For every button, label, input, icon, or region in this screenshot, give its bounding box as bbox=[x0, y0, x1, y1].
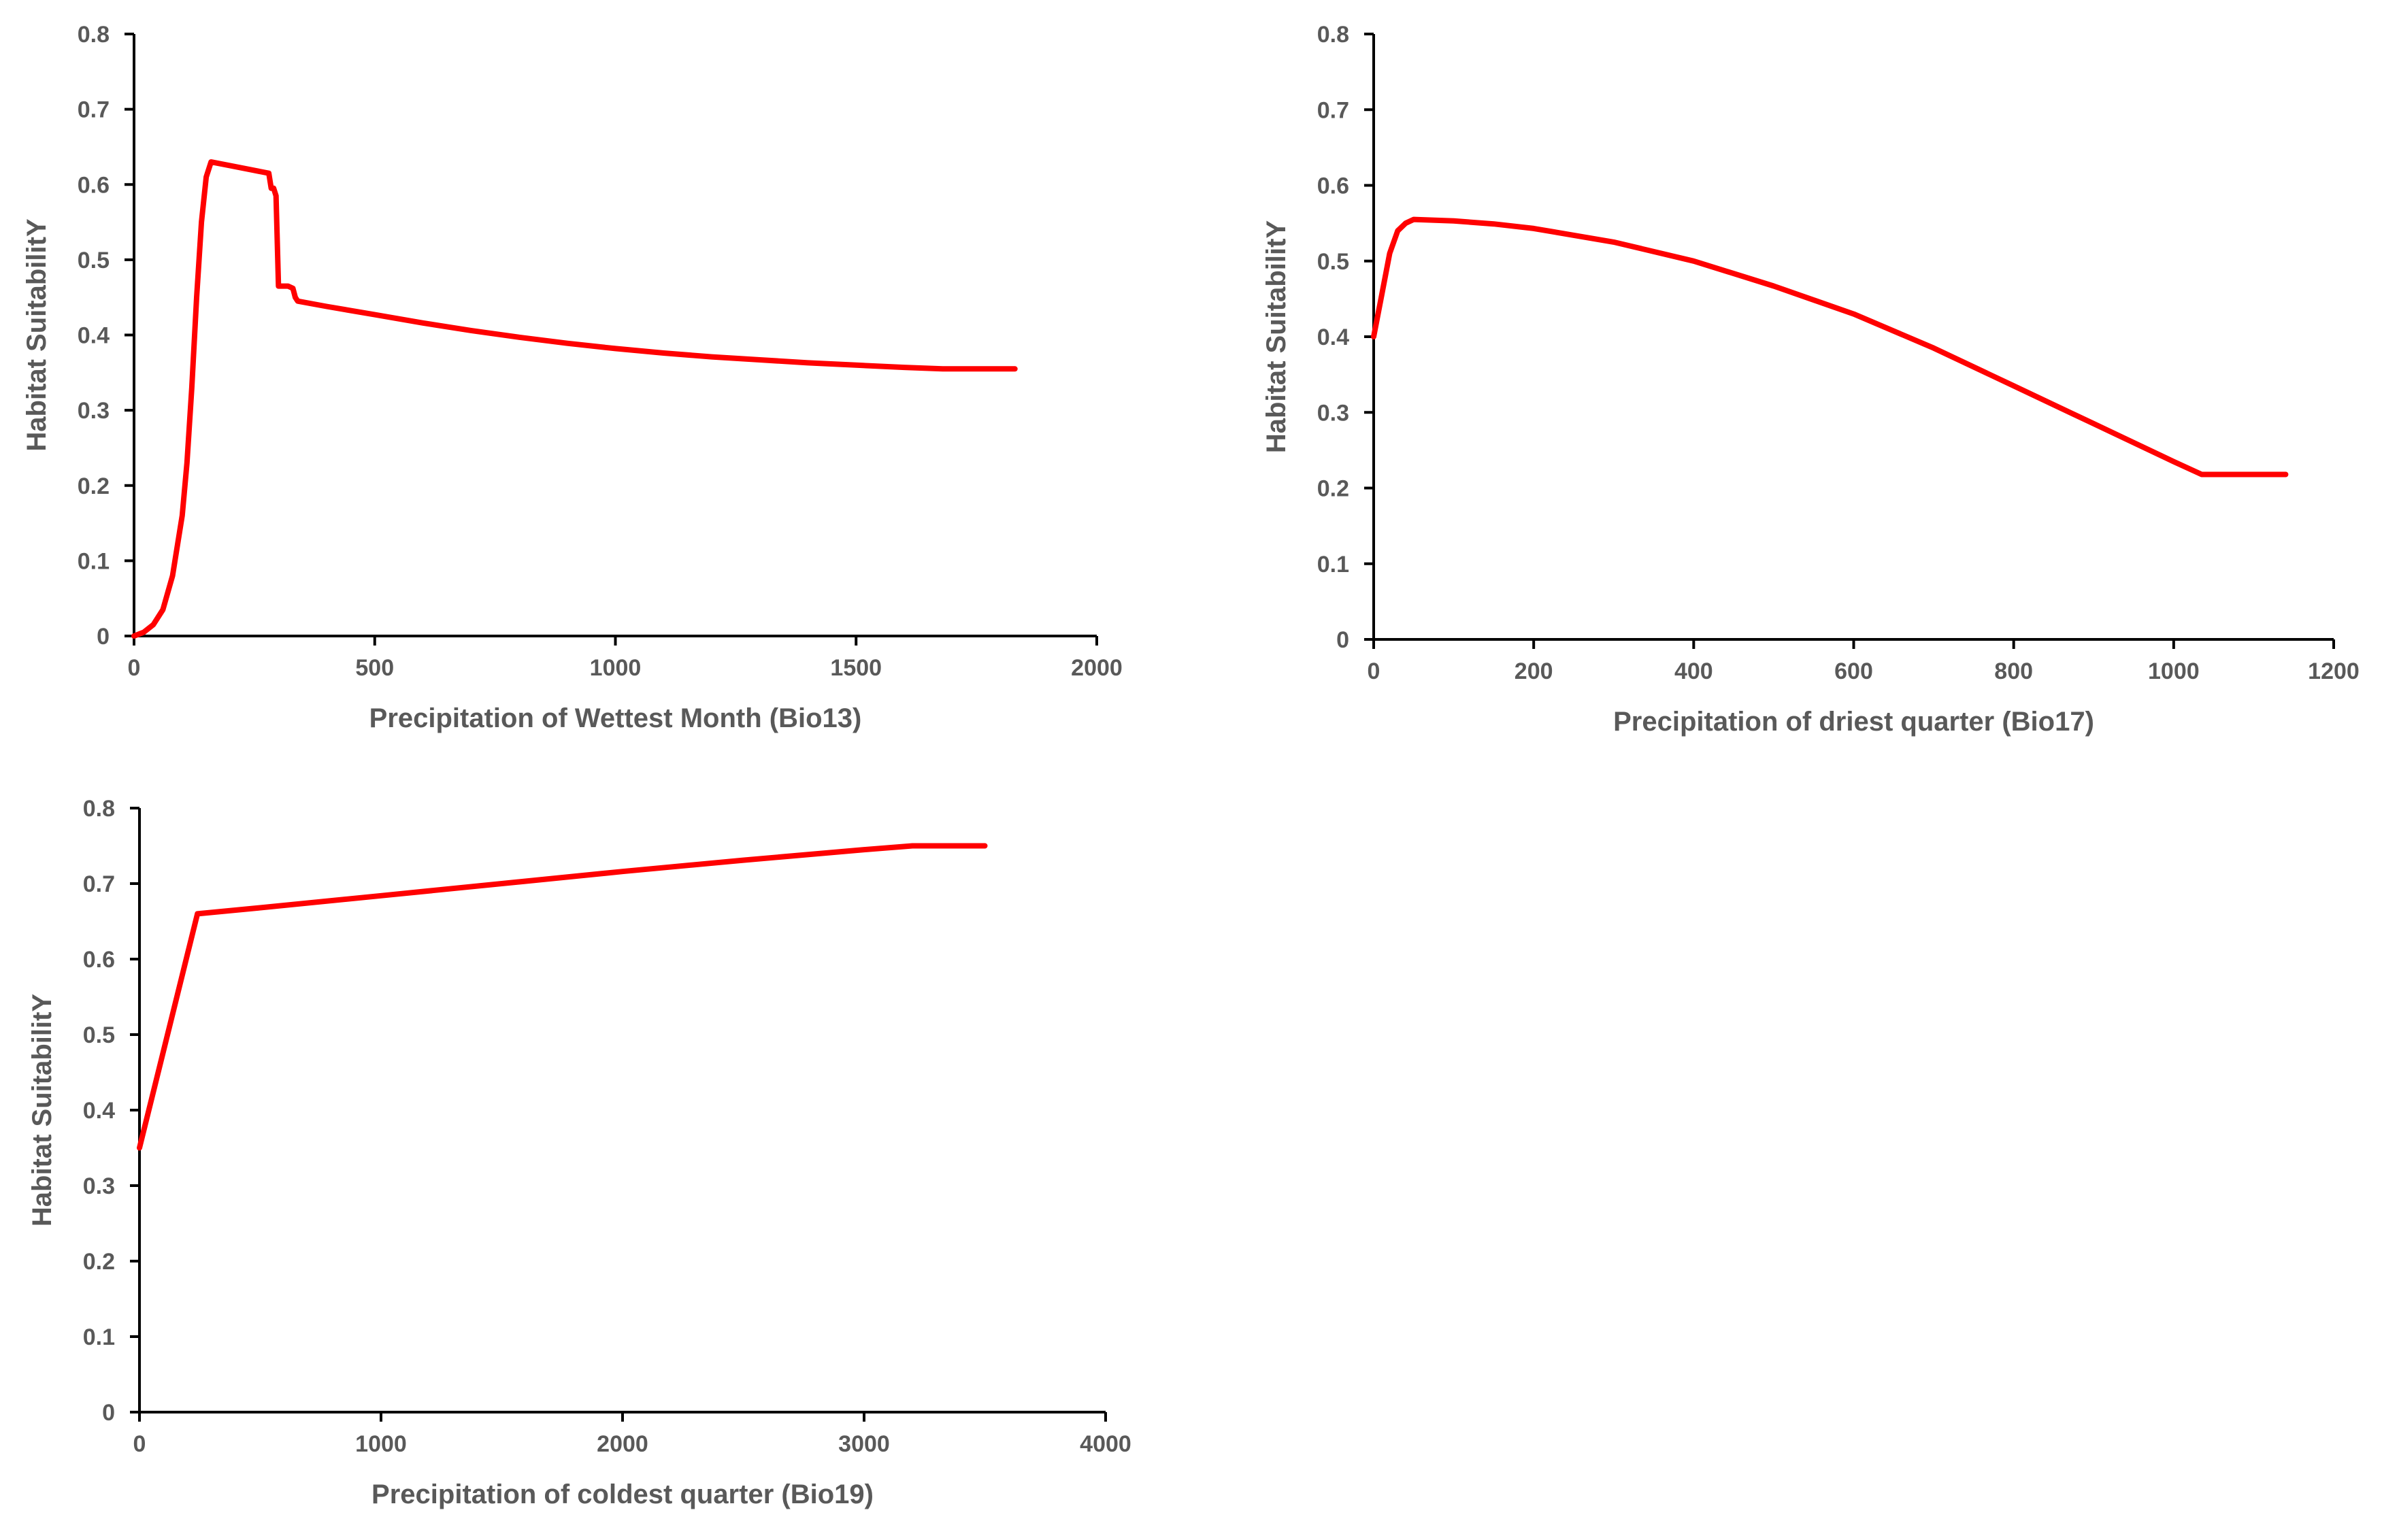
y-tick-label: 0.5 bbox=[1317, 249, 1349, 275]
y-tick-label: 0.6 bbox=[78, 172, 110, 198]
y-tick-label: 0.2 bbox=[83, 1249, 115, 1275]
y-tick-label: 0 bbox=[1336, 627, 1349, 653]
y-tick-label: 0.7 bbox=[83, 871, 115, 897]
y-tick-label: 0.3 bbox=[1317, 400, 1349, 426]
x-axis-title: Precipitation of Wettest Month (Bio13) bbox=[369, 703, 862, 733]
x-tick-label: 1000 bbox=[590, 655, 642, 681]
x-tick-label: 1000 bbox=[2148, 658, 2200, 684]
series-line bbox=[137, 843, 988, 1151]
x-axis-title: Precipitation of driest quarter (Bio17) bbox=[1613, 707, 2094, 737]
chart-panel-bio13: 0 0.1 0.2 0.3 0.4 0.5 0.6 0.7 0.8 0 500 1000 1500 200… bbox=[22, 22, 1123, 733]
y-tick-label: 0.6 bbox=[83, 947, 115, 973]
x-tick-label: 400 bbox=[1674, 658, 1713, 684]
y-tick-label: 0 bbox=[102, 1400, 115, 1426]
series-line bbox=[1371, 216, 2289, 478]
series-line bbox=[131, 159, 1018, 639]
x-axis-title: Precipitation of coldest quarter (Bio19) bbox=[371, 1479, 874, 1509]
x-tick-label: 1000 bbox=[355, 1431, 407, 1457]
x-tick-label: 0 bbox=[1368, 658, 1380, 684]
y-tick-label: 0.2 bbox=[1317, 476, 1349, 502]
y-axis-title: Habitat SuitabilitY bbox=[22, 218, 52, 452]
x-tick-label: 600 bbox=[1834, 658, 1873, 684]
x-tick-label: 1500 bbox=[830, 655, 882, 681]
x-tick-label: 0 bbox=[133, 1431, 146, 1457]
y-tick-label: 0.6 bbox=[1317, 173, 1349, 199]
y-tick-label: 0.4 bbox=[83, 1098, 115, 1124]
y-tick-label: 0 bbox=[97, 624, 110, 650]
x-tick-label: 200 bbox=[1515, 658, 1553, 684]
x-tick-label: 4000 bbox=[1080, 1431, 1131, 1457]
x-tick-label: 2000 bbox=[1071, 655, 1123, 681]
y-tick-label: 0.2 bbox=[78, 473, 110, 499]
y-tick-label: 0.5 bbox=[83, 1022, 115, 1048]
y-tick-label: 0.1 bbox=[1317, 552, 1349, 578]
x-tick-label: 800 bbox=[1994, 658, 2033, 684]
y-tick-label: 0.4 bbox=[1317, 324, 1349, 350]
y-tick-label: 0.8 bbox=[1317, 22, 1349, 48]
x-tick-label: 0 bbox=[128, 655, 141, 681]
y-axis-title: Habitat SuitabilitY bbox=[27, 994, 57, 1227]
y-tick-label: 0.4 bbox=[78, 323, 110, 349]
y-tick-label: 0.8 bbox=[83, 796, 115, 822]
chart-panel-bio17: 0 0.1 0.2 0.3 0.4 0.5 0.6 0.7 0.8 0 200 400 600 800 10… bbox=[1261, 22, 2360, 737]
y-tick-label: 0.3 bbox=[78, 398, 110, 424]
chart-panel-bio19: 0 0.1 0.2 0.3 0.4 0.5 0.6 0.7 0.8 0 1000 2000 3000 40… bbox=[27, 796, 1131, 1509]
y-tick-label: 0.3 bbox=[83, 1173, 115, 1199]
y-tick-label: 0.1 bbox=[78, 548, 110, 574]
x-tick-label: 2000 bbox=[597, 1431, 648, 1457]
y-tick-label: 0.5 bbox=[78, 248, 110, 273]
x-tick-label: 500 bbox=[355, 655, 394, 681]
x-tick-label: 3000 bbox=[838, 1431, 890, 1457]
y-axis-title: Habitat SuitabilitY bbox=[1261, 220, 1291, 454]
y-tick-label: 0.1 bbox=[83, 1324, 115, 1350]
y-tick-label: 0.8 bbox=[78, 22, 110, 48]
y-tick-label: 0.7 bbox=[1317, 97, 1349, 123]
y-tick-label: 0.7 bbox=[78, 97, 110, 123]
x-tick-label: 1200 bbox=[2308, 658, 2360, 684]
